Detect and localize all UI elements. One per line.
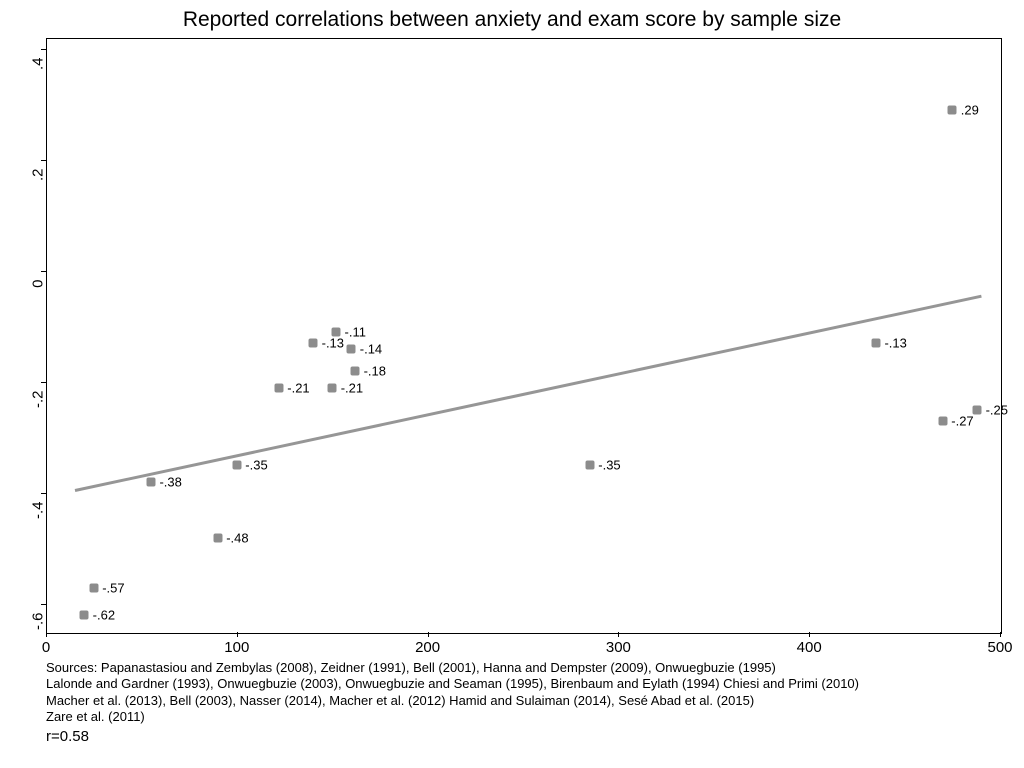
ytick-label: 0 (30, 280, 47, 320)
sources-line: Macher et al. (2013), Bell (2003), Nasse… (46, 693, 1000, 709)
xtick-label: 400 (797, 639, 822, 656)
data-point (351, 367, 360, 376)
ytick-mark (41, 271, 46, 272)
data-point-label: -.48 (226, 530, 248, 545)
data-point (328, 383, 337, 392)
data-point-label: -.62 (93, 608, 115, 623)
xtick-mark (237, 632, 238, 637)
r-value: r=0.58 (46, 728, 89, 745)
data-point (938, 417, 947, 426)
data-point-label: -.27 (951, 414, 973, 429)
data-point-label: -.25 (986, 402, 1008, 417)
data-point (347, 344, 356, 353)
ytick-mark (41, 604, 46, 605)
xtick-label: 300 (606, 639, 631, 656)
xtick-mark (618, 632, 619, 637)
xtick-mark (428, 632, 429, 637)
data-point-label: -.21 (287, 380, 309, 395)
data-point-label: -.14 (360, 341, 382, 356)
data-point-label: -.13 (884, 336, 906, 351)
data-point (274, 383, 283, 392)
data-point (585, 461, 594, 470)
data-point-label: -.18 (364, 364, 386, 379)
data-point (89, 583, 98, 592)
xtick-mark (1000, 632, 1001, 637)
data-point (871, 339, 880, 348)
data-point (948, 106, 957, 115)
ytick-label: .4 (30, 58, 47, 98)
xtick-label: 100 (224, 639, 249, 656)
ytick-label: -.2 (30, 391, 47, 431)
ytick-mark (41, 160, 46, 161)
ytick-mark (41, 49, 46, 50)
data-point-label: .29 (961, 103, 979, 118)
ytick-mark (41, 493, 46, 494)
chart-container: Reported correlations between anxiety an… (0, 0, 1024, 768)
sources-footer: Sources: Papanastasiou and Zembylas (200… (46, 660, 1000, 725)
data-point-label: -.21 (341, 380, 363, 395)
xtick-mark (809, 632, 810, 637)
sources-line: Zare et al. (2011) (46, 709, 1000, 725)
data-point-label: -.38 (159, 475, 181, 490)
sources-line: Sources: Papanastasiou and Zembylas (200… (46, 660, 1000, 676)
ytick-label: -.4 (30, 502, 47, 542)
ytick-label: .2 (30, 169, 47, 209)
data-point-label: -.11 (345, 325, 366, 340)
data-point-label: -.35 (598, 458, 620, 473)
chart-title: Reported correlations between anxiety an… (0, 8, 1024, 32)
plot-area (46, 38, 1002, 634)
data-point (213, 533, 222, 542)
sources-line: Lalonde and Gardner (1993), Onwuegbuzie … (46, 676, 1000, 692)
data-point-label: -.35 (245, 458, 267, 473)
data-point (332, 328, 341, 337)
data-point (973, 405, 982, 414)
xtick-label: 200 (415, 639, 440, 656)
data-point (146, 478, 155, 487)
data-point-label: -.57 (102, 580, 124, 595)
data-point (80, 611, 89, 620)
ytick-mark (41, 382, 46, 383)
xtick-label: 0 (42, 639, 50, 656)
data-point (309, 339, 318, 348)
data-point (232, 461, 241, 470)
data-point-label: -.13 (322, 336, 344, 351)
xtick-label: 500 (987, 639, 1012, 656)
xtick-mark (46, 632, 47, 637)
